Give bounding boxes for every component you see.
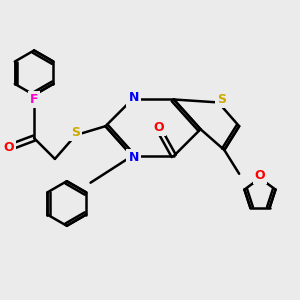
Text: O: O [255, 169, 265, 182]
Text: S: S [71, 126, 80, 139]
Text: N: N [128, 151, 139, 164]
Text: F: F [30, 93, 38, 106]
Text: O: O [4, 140, 14, 154]
Text: O: O [154, 121, 164, 134]
Text: N: N [128, 92, 139, 104]
Text: S: S [217, 93, 226, 106]
